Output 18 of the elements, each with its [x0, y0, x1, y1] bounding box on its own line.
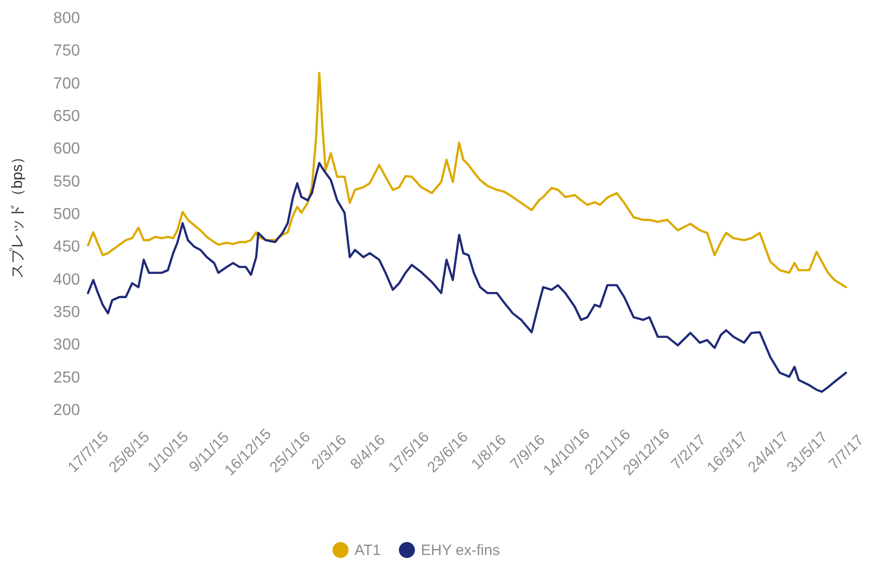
y-tick-label: 600: [53, 140, 80, 158]
y-tick-label: 650: [53, 108, 80, 125]
y-axis-title: スプレッド（bps）: [9, 149, 26, 279]
y-tick-label: 350: [53, 304, 80, 321]
y-tick-label: 800: [53, 10, 80, 27]
y-tick-label: 200: [53, 402, 80, 419]
legend-label: EHY ex-fins: [420, 542, 500, 559]
line-series: [86, 72, 848, 288]
y-tick-label: 500: [53, 206, 80, 223]
y-tick-label: 700: [53, 75, 80, 92]
y-tick-label: 300: [53, 336, 80, 354]
y-tick-label: 750: [53, 42, 80, 60]
legend-label: AT1: [354, 542, 381, 559]
y-tick-label: 400: [53, 271, 80, 288]
y-tick-label: 450: [53, 238, 80, 256]
line-series: [86, 162, 848, 393]
y-tick-label: 250: [53, 369, 80, 386]
y-tick-label: 550: [53, 173, 80, 190]
